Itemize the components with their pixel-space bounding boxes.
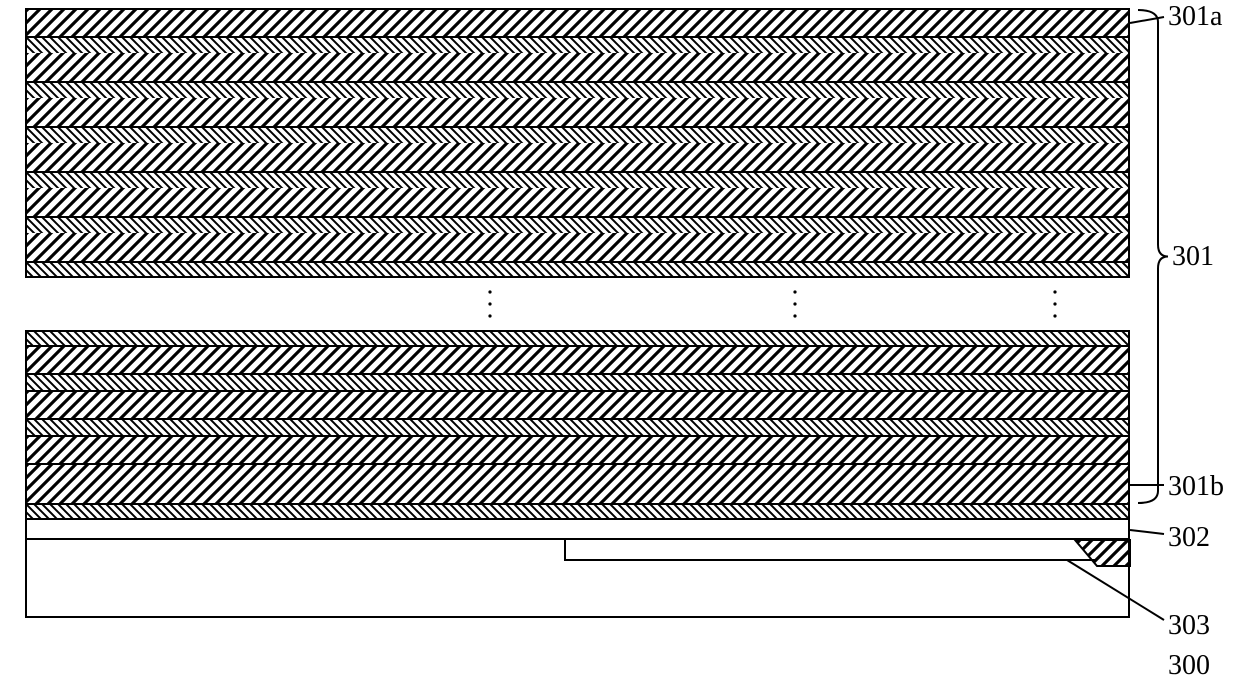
- stack-bot-back-1: [25, 375, 1130, 390]
- stack-top-back-2: [25, 128, 1130, 143]
- substrate-300: [25, 540, 1130, 618]
- label-301: 301: [1172, 241, 1214, 273]
- stack-top-fwd-5: [25, 233, 1130, 263]
- stack-top-back-3: [25, 173, 1130, 188]
- label-302: 302: [1168, 522, 1210, 554]
- label-303: 303: [1168, 610, 1210, 642]
- stack-top-fwd-4: [25, 188, 1130, 218]
- stack-bot-fwd-1: [25, 390, 1130, 420]
- stack-bot-fwd-2: [25, 435, 1130, 465]
- layer-thin-back: [25, 505, 1130, 520]
- stack-top-back-0: [25, 38, 1130, 53]
- stack-top-back-1: [25, 83, 1130, 98]
- label-301b: 301b: [1168, 471, 1224, 503]
- stack-bot-fwd-0: [25, 345, 1130, 375]
- label-300: 300: [1168, 650, 1210, 682]
- layer-301b: [25, 465, 1130, 505]
- stack-top-fwd-1: [25, 53, 1130, 83]
- stack-bot-back-2: [25, 420, 1130, 435]
- stack-top-back-5: [25, 263, 1130, 278]
- diagram-stage: 301301a301b302303300: [0, 0, 1240, 628]
- stack-top-back-4: [25, 218, 1130, 233]
- stack-top-fwd-2: [25, 98, 1130, 128]
- stack-bot-back-0: [25, 330, 1130, 345]
- stack-top-fwd-3: [25, 143, 1130, 173]
- stack-top-fwd-0: [25, 8, 1130, 38]
- label-301a: 301a: [1168, 1, 1222, 33]
- layer-302: [25, 520, 1130, 540]
